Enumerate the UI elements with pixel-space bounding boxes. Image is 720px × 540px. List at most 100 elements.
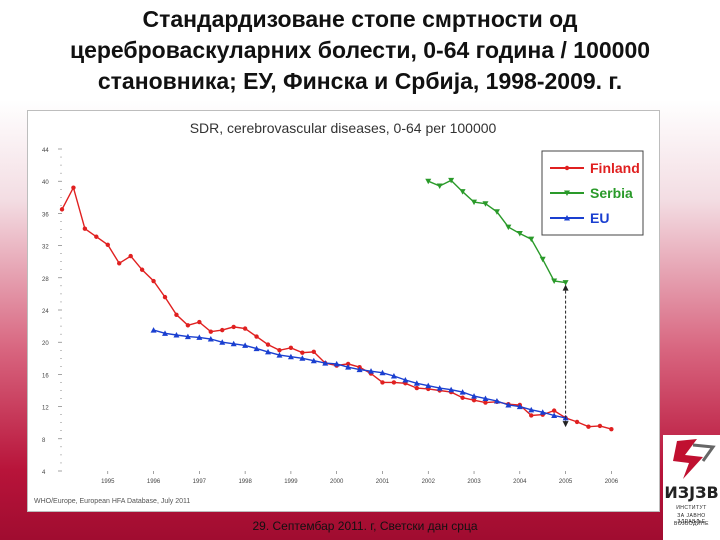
data-point-finland	[380, 380, 385, 385]
data-point-finland	[609, 426, 614, 432]
data-point-serbia	[505, 224, 512, 231]
data-point-finland	[529, 413, 534, 418]
data-point-eu	[471, 393, 478, 399]
slide-title: Стандардизоване стопе смртности од цереб…	[0, 4, 720, 97]
data-point-eu	[207, 335, 214, 342]
data-point-serbia	[471, 199, 478, 206]
data-point-serbia	[425, 178, 432, 185]
x-tick-label: 1997	[193, 479, 207, 485]
legend-label-eu: EU	[590, 210, 609, 226]
logo-name: ИЗЈЗВ	[664, 483, 719, 502]
data-point-finland	[117, 261, 122, 266]
data-point-finland	[208, 329, 213, 334]
data-point-eu	[551, 412, 558, 418]
data-point-eu	[390, 373, 397, 379]
data-point-eu	[162, 330, 169, 336]
footer-text: 29. Септембар 2011. г, Светски дан срца	[252, 519, 478, 533]
data-point-serbia	[482, 201, 489, 207]
data-point-finland	[277, 348, 282, 353]
source-note: WHO/Europe, European HFA Database, July …	[34, 498, 190, 505]
data-point-finland	[220, 327, 225, 333]
data-point-eu	[459, 389, 466, 395]
data-point-finland	[128, 253, 133, 259]
data-point-eu	[253, 345, 260, 352]
data-point-finland	[460, 395, 465, 400]
data-point-eu	[322, 360, 329, 366]
line-chart: SDR, cerebrovascular diseases, 0-64 per …	[34, 120, 644, 505]
annotation-arrow-down	[562, 421, 569, 428]
data-point-eu	[242, 342, 249, 348]
y-tick-label: 8	[42, 438, 46, 444]
data-point-eu	[356, 366, 363, 373]
x-tick-label: 1999	[284, 479, 298, 485]
data-point-eu	[310, 357, 317, 364]
data-point-finland	[139, 267, 145, 272]
logo-emblem-icon	[673, 439, 716, 479]
x-tick-label: 1996	[147, 479, 161, 485]
data-point-eu	[219, 339, 226, 345]
data-point-serbia	[459, 189, 466, 195]
data-point-finland	[597, 423, 603, 429]
y-tick-label: 20	[42, 341, 49, 347]
data-point-eu	[230, 340, 237, 347]
data-point-eu	[505, 401, 512, 408]
data-point-eu	[368, 368, 375, 374]
data-point-eu	[528, 406, 535, 413]
logo-line-3: ВОЈВОДИНЕ	[674, 521, 709, 527]
data-point-finland	[71, 185, 76, 190]
data-point-eu	[287, 353, 294, 360]
data-point-serbia	[516, 231, 523, 237]
data-point-finland	[231, 324, 236, 330]
data-point-finland	[105, 242, 110, 247]
data-point-finland	[94, 234, 99, 239]
data-point-eu	[265, 348, 272, 355]
data-point-serbia	[528, 236, 535, 243]
data-point-eu	[493, 397, 500, 404]
y-tick-label: 32	[42, 245, 49, 251]
x-tick-label: 2006	[605, 479, 619, 485]
data-point-finland	[185, 323, 191, 328]
data-point-finland	[391, 380, 397, 385]
y-tick-label: 24	[42, 309, 49, 315]
x-tick-label: 2000	[330, 479, 344, 485]
data-point-eu	[413, 380, 420, 386]
title-line-1: Стандардизоване стопе смртности од	[142, 6, 578, 32]
legend-label-finland: Finland	[590, 160, 640, 176]
data-point-finland	[59, 207, 65, 212]
data-point-eu	[425, 382, 432, 389]
data-point-finland	[483, 400, 488, 405]
data-point-serbia	[493, 209, 500, 215]
x-tick-label: 2005	[559, 479, 573, 485]
chart-title: SDR, cerebrovascular diseases, 0-64 per …	[190, 120, 497, 136]
data-point-eu	[276, 352, 283, 358]
data-point-eu	[436, 385, 443, 391]
data-point-finland	[574, 419, 580, 425]
data-point-eu	[482, 395, 489, 402]
title-line-3: становника; ЕУ, Финска и Србија, 1998-20…	[97, 68, 623, 94]
data-point-serbia	[436, 183, 443, 190]
data-point-finland	[151, 278, 156, 284]
data-point-eu	[448, 386, 455, 393]
data-point-finland	[311, 349, 316, 355]
data-point-eu	[196, 334, 203, 340]
data-point-finland	[300, 350, 305, 355]
x-tick-label: 2002	[422, 479, 436, 485]
x-tick-label: 1998	[238, 479, 252, 485]
data-point-finland	[265, 342, 271, 347]
data-point-finland	[174, 312, 179, 318]
data-point-finland	[254, 334, 259, 339]
chart-frame: SDR, cerebrovascular diseases, 0-64 per …	[27, 110, 660, 512]
data-point-finland	[471, 397, 477, 403]
data-point-eu	[402, 377, 409, 383]
y-tick-label: 12	[42, 406, 49, 412]
y-tick-label: 28	[42, 277, 49, 283]
data-point-finland	[242, 326, 248, 331]
data-point-finland	[162, 294, 168, 300]
y-tick-label: 44	[42, 148, 49, 154]
data-point-finland	[551, 408, 557, 413]
data-point-eu	[379, 369, 386, 376]
data-point-eu	[333, 360, 340, 367]
data-point-serbia	[448, 177, 455, 184]
x-tick-label: 2004	[513, 479, 527, 485]
data-point-eu	[345, 364, 352, 370]
